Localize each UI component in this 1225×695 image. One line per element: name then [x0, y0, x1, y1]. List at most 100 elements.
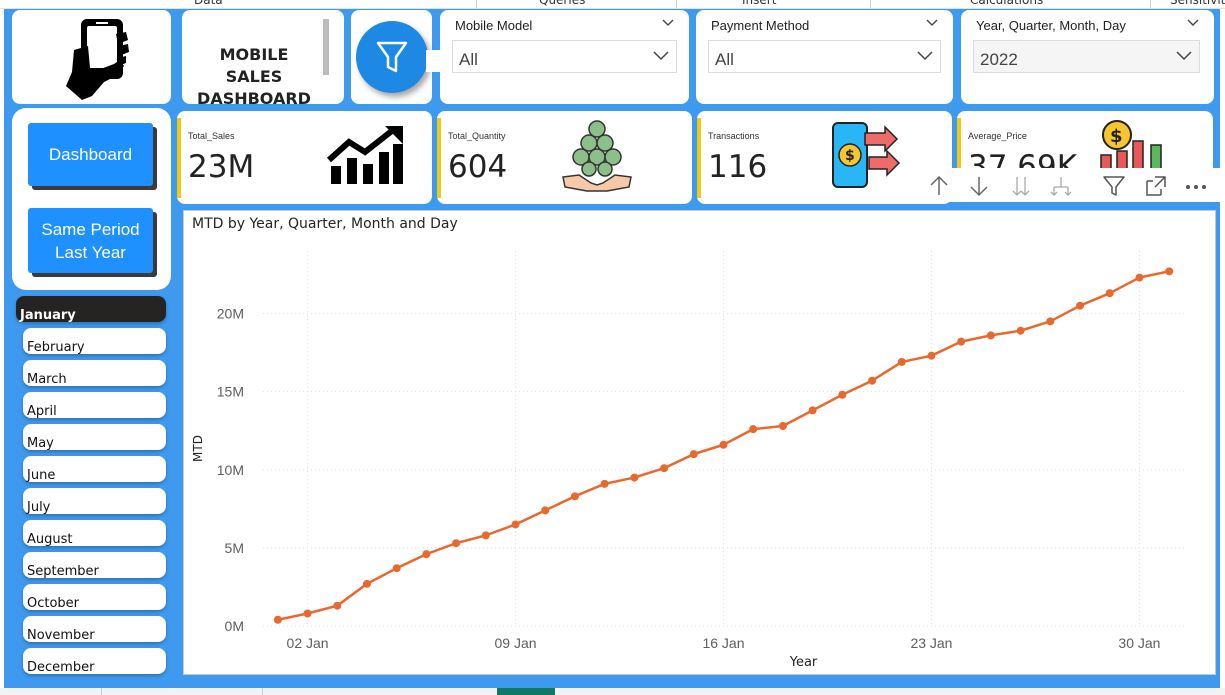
mtd-data-point	[689, 450, 698, 459]
y-tick-label: 20M	[217, 306, 244, 322]
mtd-data-point	[303, 609, 312, 618]
mtd-data-point	[1105, 289, 1114, 298]
kpi-label: Total_Sales	[188, 131, 235, 141]
ribbon-item-data[interactable]: Data	[194, 0, 223, 7]
month-march[interactable]: March	[23, 360, 166, 387]
mtd-data-point	[273, 615, 282, 624]
payment-method-dropdown[interactable]: All	[708, 40, 941, 73]
month-august[interactable]: August	[23, 520, 166, 547]
mtd-data-point	[422, 550, 431, 559]
visual-header-toolbar	[918, 168, 1220, 202]
logo-card	[12, 10, 171, 104]
mtd-data-point	[1165, 267, 1174, 276]
mtd-data-point	[749, 425, 758, 434]
month-april[interactable]: April	[23, 392, 166, 419]
date-hierarchy-value: 2022	[980, 50, 1018, 69]
phone-in-hand-icon	[66, 19, 129, 100]
filter-notch	[426, 50, 440, 72]
y-axis-title: MTD	[191, 435, 205, 462]
chevron-down-icon[interactable]	[925, 18, 939, 28]
y-tick-label: 0M	[225, 618, 244, 634]
dashboard-title: MOBILE SALES DASHBOARD	[197, 45, 311, 108]
month-july[interactable]: July	[23, 488, 166, 515]
drill-down-icon[interactable]	[966, 173, 992, 199]
expand-hierarchy-icon[interactable]	[1048, 173, 1074, 199]
chart-title: MTD by Year, Quarter, Month and Day	[192, 216, 458, 232]
kpi-value: 116	[708, 149, 768, 185]
ribbon-item-insert[interactable]: Insert	[742, 0, 777, 7]
kpi-label: Average_Price	[968, 131, 1027, 141]
mtd-data-point	[541, 506, 550, 515]
month-january[interactable]: January	[16, 296, 166, 323]
more-options-icon[interactable]	[1183, 173, 1209, 199]
mtd-data-point	[868, 376, 877, 385]
filter-icon	[376, 41, 408, 73]
filter-panel-button[interactable]	[351, 10, 432, 104]
dashboard-button[interactable]: Dashboard	[28, 123, 153, 186]
mobile-model-slicer: Mobile Model All	[440, 10, 689, 104]
mtd-data-point	[838, 390, 847, 399]
active-page-tab[interactable]	[497, 688, 555, 695]
svg-text:$: $	[845, 148, 855, 164]
svg-text:$: $	[1110, 126, 1123, 147]
mtd-data-point	[481, 531, 490, 540]
month-october[interactable]: October	[23, 584, 166, 611]
payment-method-slicer: Payment Method All	[696, 10, 953, 104]
mtd-data-point	[600, 479, 609, 488]
mobile-model-label: Mobile Model	[455, 18, 533, 33]
date-hierarchy-slicer: Year, Quarter, Month, Day 2022	[961, 10, 1214, 104]
mtd-data-point	[1135, 273, 1144, 282]
chevron-down-icon	[1176, 51, 1192, 61]
same-period-last-year-button[interactable]: Same Period Last Year	[28, 208, 153, 273]
mtd-line-chart: 0M 5M 10M 15M 20M 02 Jan 09 Jan 16 Jan 23 Jan 30 …	[191, 251, 1184, 670]
y-tick-label: 15M	[217, 384, 244, 400]
mtd-data-point	[778, 422, 787, 430]
month-december[interactable]: December	[23, 648, 166, 675]
page-tabs-bar	[0, 688, 1225, 695]
y-tick-label: 5M	[225, 540, 244, 556]
mtd-data-point	[897, 357, 906, 366]
kpi-label: Transactions	[708, 131, 760, 141]
mtd-data-point	[1016, 326, 1025, 335]
mtd-data-point	[986, 331, 995, 340]
navigation-card: Dashboard Same Period Last Year	[12, 108, 171, 290]
mobile-model-dropdown[interactable]: All	[452, 40, 677, 73]
mtd-data-point	[392, 564, 401, 573]
chevron-down-icon[interactable]	[1186, 18, 1200, 28]
ribbon-item-queries[interactable]: Queries	[539, 0, 586, 7]
kpi-value: 604	[448, 149, 508, 185]
y-tick-label: 10M	[217, 462, 244, 478]
mtd-data-point	[808, 406, 817, 415]
kpi-total-sales: Total_Sales 23M	[177, 111, 432, 204]
mtd-data-point	[1046, 317, 1055, 326]
chevron-down-icon[interactable]	[661, 18, 675, 28]
x-tick-label: 30 Jan	[1118, 635, 1160, 651]
x-tick-label: 23 Jan	[910, 635, 952, 651]
date-hierarchy-dropdown[interactable]: 2022	[973, 40, 1200, 73]
ribbon-item-calculations[interactable]: Calculations	[970, 0, 1044, 7]
month-september[interactable]: September	[23, 552, 166, 579]
chevron-down-icon	[653, 51, 669, 61]
x-tick-label: 02 Jan	[287, 635, 329, 651]
coins-in-hands-icon	[562, 120, 632, 192]
payment-method-label: Payment Method	[711, 18, 810, 33]
month-june[interactable]: June	[23, 456, 166, 483]
mobile-model-value: All	[459, 50, 478, 69]
x-tick-label: 16 Jan	[702, 635, 744, 651]
kpi-label: Total_Quantity	[448, 131, 506, 141]
go-to-next-level-icon[interactable]	[1008, 173, 1034, 199]
visual-filter-icon[interactable]	[1101, 173, 1127, 199]
drill-up-icon[interactable]	[926, 173, 952, 199]
month-may[interactable]: May	[23, 424, 166, 451]
mtd-data-point	[1076, 301, 1085, 310]
kpi-value: 23M	[188, 149, 255, 185]
dashboard-title-card: MOBILE SALES DASHBOARD	[182, 10, 344, 108]
month-november[interactable]: November	[23, 616, 166, 643]
filter-circle[interactable]	[356, 21, 428, 93]
x-axis-title: Year	[789, 655, 818, 670]
mobile-payment-icon: $	[832, 122, 901, 188]
month-february[interactable]: February	[23, 328, 166, 355]
mtd-line-chart-visual[interactable]: MTD by Year, Quarter, Month and Day 0M 5M…	[183, 210, 1216, 675]
ribbon-item-sensitivity[interactable]: Sensitivity	[1170, 0, 1225, 7]
focus-mode-icon[interactable]	[1143, 173, 1169, 199]
